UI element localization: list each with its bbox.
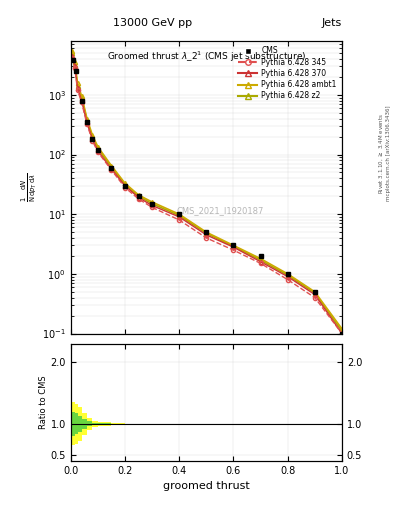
- Legend: CMS, Pythia 6.428 345, Pythia 6.428 370, Pythia 6.428 ambt1, Pythia 6.428 z2: CMS, Pythia 6.428 345, Pythia 6.428 370,…: [235, 43, 340, 103]
- Text: Groomed thrust $\lambda\_2^1$ (CMS jet substructure): Groomed thrust $\lambda\_2^1$ (CMS jet s…: [107, 50, 306, 64]
- Text: 13000 GeV pp: 13000 GeV pp: [112, 18, 192, 28]
- Text: Rivet 3.1.10, $\geq$ 3.4M events: Rivet 3.1.10, $\geq$ 3.4M events: [378, 113, 385, 194]
- Y-axis label: $\frac{1}{\mathregular{N}}\frac{\mathregular{d}N}{\mathregular{d}p_T\,\mathregul: $\frac{1}{\mathregular{N}}\frac{\mathreg…: [20, 173, 39, 202]
- Text: CMS_2021_I1920187: CMS_2021_I1920187: [176, 206, 264, 215]
- Text: Jets: Jets: [321, 18, 342, 28]
- Y-axis label: Ratio to CMS: Ratio to CMS: [39, 375, 48, 429]
- X-axis label: groomed thrust: groomed thrust: [163, 481, 250, 491]
- Text: mcplots.cern.ch [arXiv:1306.3436]: mcplots.cern.ch [arXiv:1306.3436]: [386, 106, 391, 201]
